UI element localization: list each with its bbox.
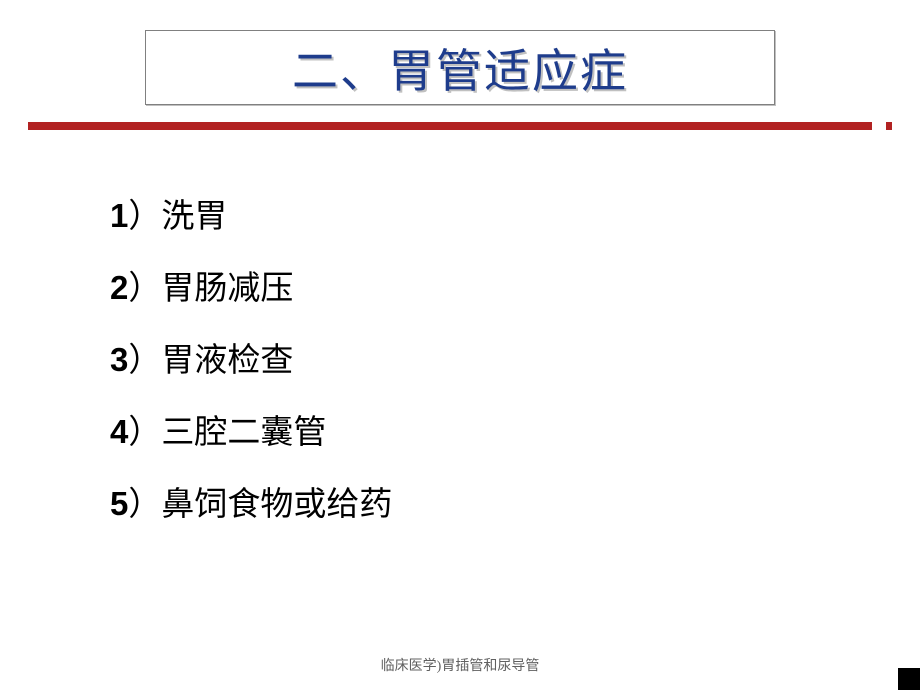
item-text: 胃肠减压 [161,271,293,307]
item-text: 三腔二囊管 [161,415,326,451]
list-item: 1）洗胃 [110,195,392,239]
accent-bar [28,122,892,130]
item-text: 鼻饲食物或给药 [161,487,392,523]
list-item: 3）胃液检查 [110,339,392,383]
item-number: 5 [110,485,128,522]
item-number: 2 [110,269,128,306]
footer-text: 临床医学)胃插管和尿导管 [0,655,920,675]
title-box: 二、胃管适应症 [145,30,775,105]
list-item: 5）鼻饲食物或给药 [110,483,392,527]
content-list: 1）洗胃 2）胃肠减压 3）胃液检查 4）三腔二囊管 5）鼻饲食物或给药 [110,195,392,554]
item-number: 3 [110,341,128,378]
slide-title: 二、胃管适应症 [292,35,628,101]
item-text: 洗胃 [161,199,227,235]
list-item: 2）胃肠减压 [110,267,392,311]
list-item: 4）三腔二囊管 [110,411,392,455]
slide: 二、胃管适应症 1）洗胃 2）胃肠减压 3）胃液检查 4）三腔二囊管 5）鼻饲食… [0,0,920,690]
item-number: 4 [110,413,128,450]
item-text: 胃液检查 [161,343,293,379]
corner-decoration [898,668,920,690]
item-number: 1 [110,197,128,234]
